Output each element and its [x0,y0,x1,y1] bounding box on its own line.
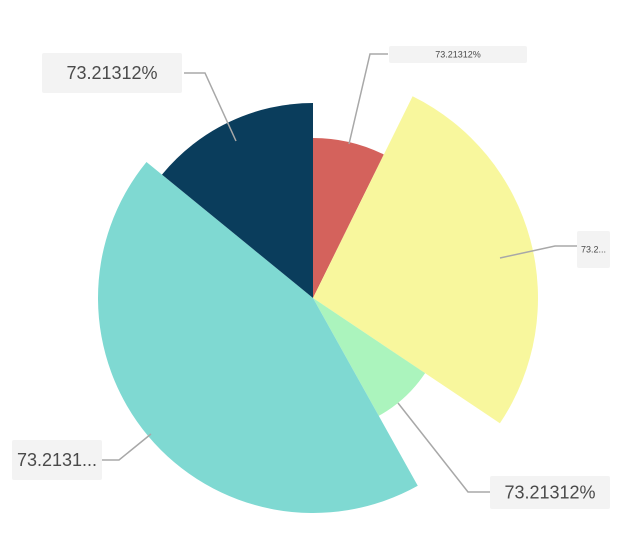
label-box-4 [12,440,102,480]
label-leader-line-3 [397,402,490,493]
pie-slices [98,96,538,513]
pie-slice-2[interactable] [313,96,538,424]
label-box-2 [577,231,610,268]
label-leader-line-2 [499,245,577,259]
slice-label-5: 73.21312% [66,63,157,83]
slice-label-4: 73.2131... [17,450,97,470]
label-box-5 [42,53,182,93]
slice-label-1: 73.21312% [435,50,481,60]
pie-slice-3[interactable] [313,298,426,416]
label-leader-line-1 [348,53,388,145]
label-box-3 [490,476,610,509]
slice-label-2: 73.2... [581,245,606,255]
pie-slice-1[interactable] [313,138,384,298]
pie-slice-5[interactable] [161,103,313,298]
label-box-1 [389,46,527,63]
label-leader-line-5 [184,72,237,142]
label-leader-line-4 [102,433,152,461]
slice-labels: 73.21312% 73.2... 73.21312% 73.2131... 73.21… [12,46,610,509]
pie-slice-4[interactable] [98,162,418,513]
slice-label-3: 73.21312% [504,483,595,503]
